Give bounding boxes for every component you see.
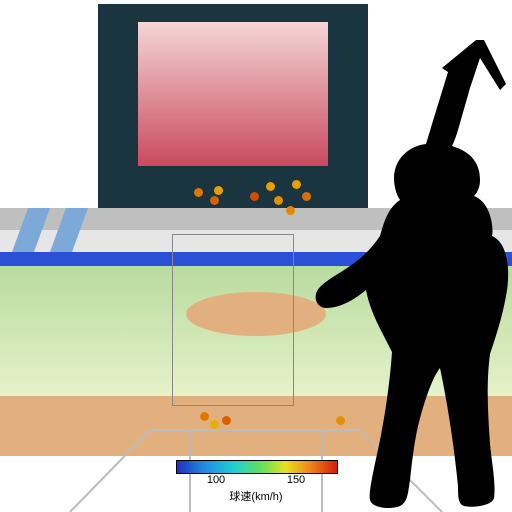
colorbar-gradient: [176, 460, 338, 474]
colorbar-tick: 100: [207, 474, 225, 486]
batter-silhouette: [300, 40, 510, 510]
pitch-dot: [214, 186, 223, 195]
pitch-dot: [222, 416, 231, 425]
colorbar-tick: 150: [287, 474, 305, 486]
colorbar-ticks: 100 150: [176, 474, 336, 488]
strike-zone: [172, 234, 294, 406]
colorbar: 100 150 球速(km/h): [176, 460, 336, 504]
pitch-dot: [210, 420, 219, 429]
pitch-dot: [266, 182, 275, 191]
pitch-dot: [200, 412, 209, 421]
pitch-dot: [210, 196, 219, 205]
batter-shape: [316, 40, 509, 508]
pitch-dot: [286, 206, 295, 215]
colorbar-label: 球速(km/h): [176, 488, 336, 504]
pitch-dot: [250, 192, 259, 201]
pitch-dot: [194, 188, 203, 197]
pitch-dot: [274, 196, 283, 205]
